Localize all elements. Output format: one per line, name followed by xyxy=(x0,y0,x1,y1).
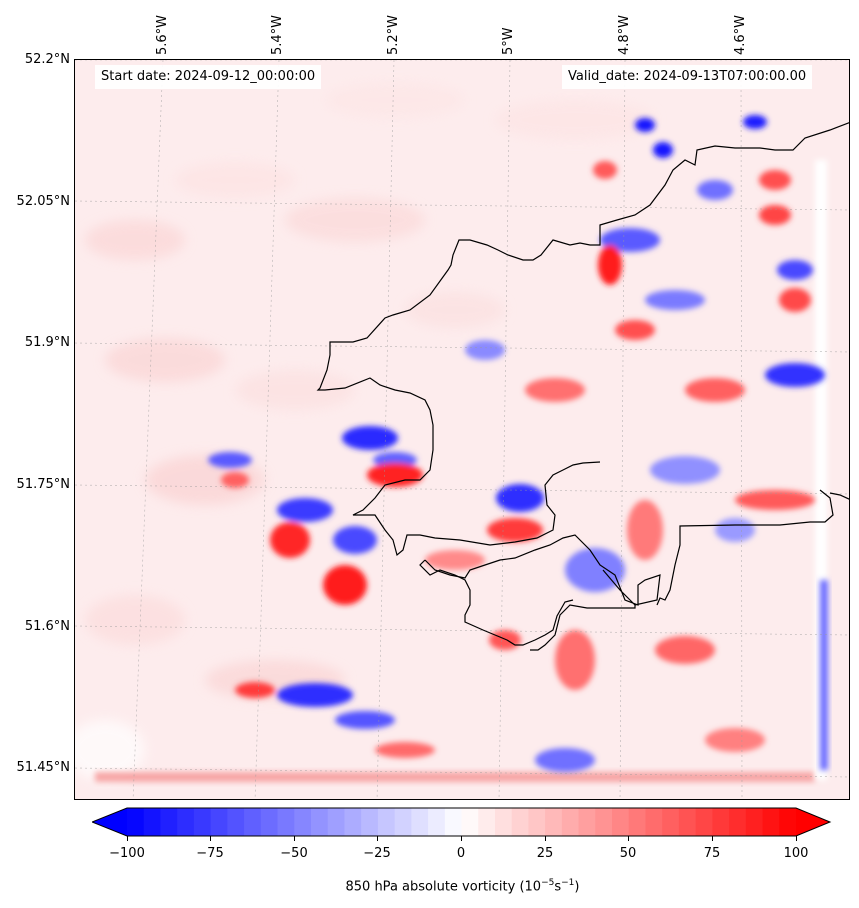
colorbar-segment xyxy=(461,808,479,836)
colorbar-bar xyxy=(90,807,832,837)
colorbar-segment xyxy=(160,808,178,836)
cbar-tickmark-4 xyxy=(461,836,462,841)
colorbar-segment xyxy=(344,808,362,836)
colorbar-segment xyxy=(745,808,764,836)
coastline xyxy=(316,122,849,651)
colorbar-segment xyxy=(578,808,596,836)
colorbar-segment xyxy=(377,808,396,836)
cbar-tick-100: 100 xyxy=(783,846,809,861)
lat-label-51-75: 51.75°N xyxy=(16,477,70,492)
colorbar-segment xyxy=(294,808,312,836)
colorbar-segment xyxy=(361,808,379,836)
colorbar-segment xyxy=(494,808,513,836)
colorbar-segment xyxy=(595,808,613,836)
cbar-tick-25: 25 xyxy=(536,846,554,861)
valid-date-label: Valid_date: 2024-09-13T07:00:00.00 xyxy=(562,65,813,89)
colorbar-segment xyxy=(177,808,195,836)
cbar-tick-50: 50 xyxy=(619,846,637,861)
cbar-tickmark-6 xyxy=(628,836,629,841)
cbar-tickmark-5 xyxy=(545,836,546,841)
lat-label-52-2: 52.2°N xyxy=(24,52,70,67)
cbar-tickmark-0 xyxy=(127,836,128,841)
lon-label-5-2w: 5.2°W xyxy=(386,14,401,55)
gridlines xyxy=(75,60,849,799)
colorbar-segment xyxy=(678,808,697,836)
colorbar-segment xyxy=(695,808,713,836)
colorbar-segment xyxy=(528,808,546,836)
colorbar-segment xyxy=(561,808,580,836)
colorbar-extend-low xyxy=(92,808,127,836)
vorticity-map xyxy=(74,59,850,800)
colorbar-segment xyxy=(628,808,646,836)
colorbar-extend-high xyxy=(796,808,830,836)
colorbar-segment xyxy=(227,808,245,836)
colorbar-segment xyxy=(478,808,496,836)
lat-label-51-45: 51.45°N xyxy=(16,760,70,775)
colorbar-segment xyxy=(277,808,295,836)
cbar-tickmark-8 xyxy=(796,836,797,841)
lon-label-5-4w: 5.4°W xyxy=(270,14,285,55)
colorbar-segment xyxy=(143,808,161,836)
colorbar-segment xyxy=(327,808,345,836)
colorbar-segment xyxy=(411,808,429,836)
colorbar xyxy=(90,806,832,842)
colorbar-segment xyxy=(428,808,446,836)
colorbar-segment xyxy=(779,808,797,836)
cbar-tickmark-7 xyxy=(712,836,713,841)
start-date-label: Start date: 2024-09-12_00:00:00 xyxy=(95,65,322,89)
faint-vorticity-texture xyxy=(75,82,655,780)
lon-label-5-6w: 5.6°W xyxy=(155,14,170,55)
colorbar-segment xyxy=(444,808,463,836)
lon-label-4-8w: 4.8°W xyxy=(617,14,632,55)
map-canvas xyxy=(75,60,849,799)
colorbar-segment xyxy=(511,808,529,836)
colorbar-segment xyxy=(662,808,680,836)
colorbar-segment xyxy=(394,808,412,836)
cbar-tick-75: 75 xyxy=(703,846,721,861)
cbar-tickmark-2 xyxy=(294,836,295,841)
colorbar-segment xyxy=(310,808,329,836)
boundary-blue-right xyxy=(820,580,828,770)
cbar-tick-neg50: −50 xyxy=(280,846,308,861)
colorbar-segment xyxy=(127,808,145,836)
cbar-tickmark-3 xyxy=(377,836,378,841)
lat-label-52-05: 52.05°N xyxy=(16,194,70,209)
cbar-tick-neg75: −75 xyxy=(196,846,224,861)
boundary-strip-bottom xyxy=(95,772,815,782)
colorbar-segment xyxy=(612,808,630,836)
colorbar-segment xyxy=(193,808,212,836)
colorbar-segment xyxy=(260,808,279,836)
lon-label-5w: 5°W xyxy=(501,27,516,55)
lat-label-51-9: 51.9°N xyxy=(24,335,70,350)
lat-label-51-6: 51.6°N xyxy=(24,619,70,634)
colorbar-segment xyxy=(762,808,780,836)
colorbar-segment xyxy=(645,808,663,836)
colorbar-segment xyxy=(712,808,730,836)
vorticity-anomalies xyxy=(208,115,825,772)
colorbar-label: 850 hPa absolute vorticity (10−5s−1) xyxy=(345,878,580,895)
cbar-tick-neg100: −100 xyxy=(109,846,145,861)
lon-label-4-6w: 4.6°W xyxy=(733,14,748,55)
cbar-tick-neg25: −25 xyxy=(363,846,391,861)
colorbar-segment xyxy=(729,808,747,836)
colorbar-segment xyxy=(244,808,262,836)
cbar-tickmark-1 xyxy=(210,836,211,841)
cbar-tick-0: 0 xyxy=(456,846,466,861)
colorbar-segment xyxy=(545,808,563,836)
colorbar-segment xyxy=(210,808,228,836)
